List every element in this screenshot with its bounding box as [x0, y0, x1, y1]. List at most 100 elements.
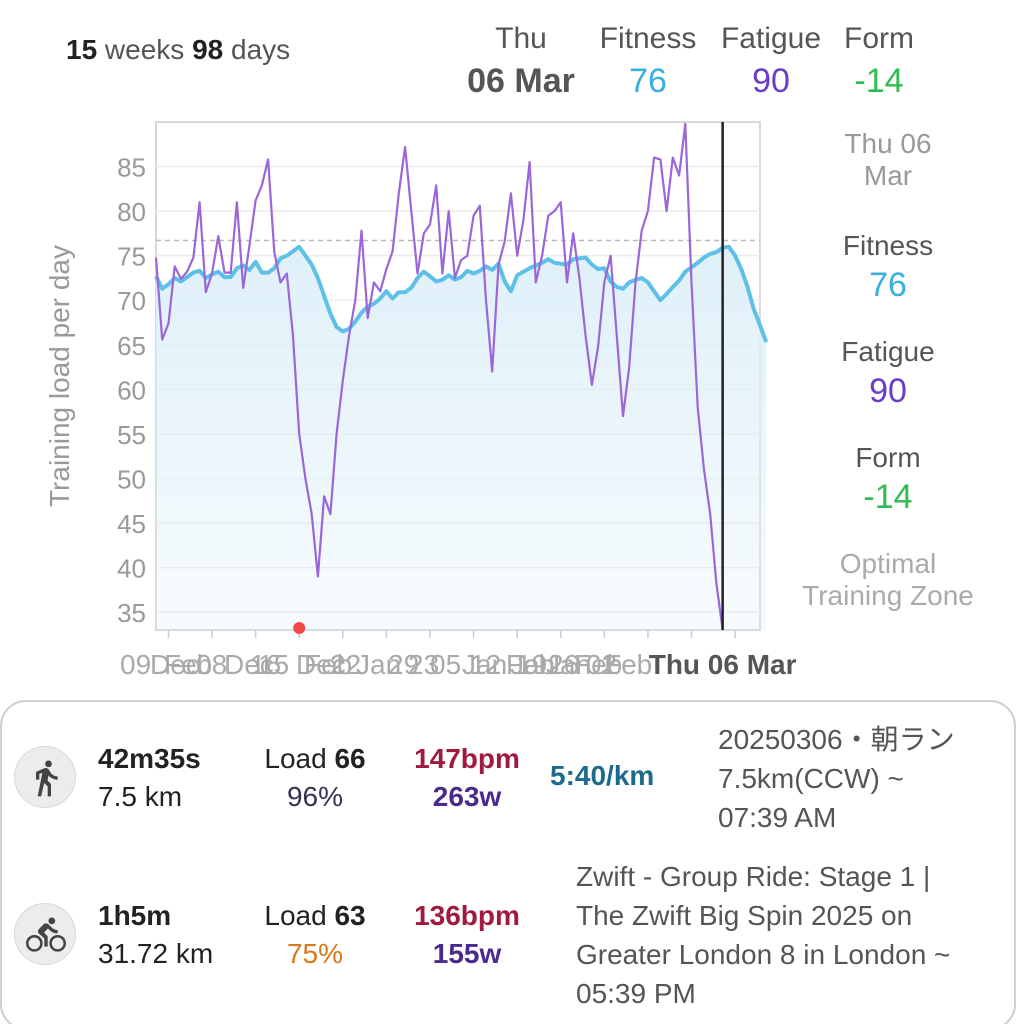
- range-weeks-number: 15: [66, 34, 98, 65]
- run-title-line2: 7.5km(CCW) ~: [718, 763, 904, 794]
- side-fatigue-label: Fatigue: [841, 336, 935, 367]
- x-tick-label: Dec: [224, 649, 274, 680]
- y-tick-label: 45: [117, 509, 146, 539]
- run-duration: 42m35s: [98, 743, 201, 774]
- run-pace: 5:40/km: [550, 760, 655, 791]
- x-tick-label: Jan: [462, 649, 507, 680]
- ride-power: 155w: [432, 938, 502, 969]
- header-fitness: Fitness 76: [596, 22, 700, 101]
- header-date-value: 06 Mar: [467, 62, 575, 100]
- side-fitness: Fitness 76: [780, 230, 996, 305]
- x-tick-label: Feb: [506, 649, 554, 680]
- activity-row-ride[interactable]: 1h5m 31.72 km Load 63 75% 136bpm 155w Zw…: [2, 861, 1018, 1009]
- ride-load-percent: 75%: [286, 938, 344, 969]
- ride-distance: 31.72 km: [98, 938, 214, 969]
- training-zone-label: Optimal Training Zone: [780, 548, 996, 612]
- run-title-line3: 07:39 AM: [718, 802, 837, 833]
- y-tick-label: 65: [117, 331, 146, 361]
- ride-heart-rate: 136bpm: [414, 900, 520, 931]
- running-icon: [14, 746, 76, 808]
- x-tick-label: Feb: [604, 649, 652, 680]
- header-fatigue-label: Fatigue: [720, 22, 822, 55]
- run-power: 263w: [432, 781, 502, 812]
- run-distance: 7.5 km: [98, 781, 183, 812]
- x-tick-label: 05: [430, 649, 461, 680]
- x-tick-label: 15: [258, 649, 289, 680]
- ride-title-line4: 05:39 PM: [576, 978, 696, 1009]
- activity-row-run[interactable]: 42m35s 7.5 km Load 66 96% 147bpm 263w 5:…: [2, 724, 1018, 850]
- side-date: Thu 06 Mar: [780, 128, 996, 192]
- ride-title-line2: The Zwift Big Spin 2025 on: [576, 900, 913, 931]
- y-tick-label: 85: [117, 153, 146, 183]
- header-date: Thu 06 Mar: [464, 22, 578, 101]
- ride-duration: 1h5m: [98, 900, 172, 931]
- fatigue-line: [154, 122, 724, 630]
- run-load: Load 66 96%: [252, 740, 378, 816]
- run-metrics: 147bpm 263w: [402, 740, 532, 816]
- side-fatigue-value: 90: [869, 372, 907, 410]
- y-tick-label: 60: [117, 375, 146, 405]
- x-tick-label: 29: [388, 649, 419, 680]
- side-date-line2: Mar: [863, 160, 913, 191]
- range-days-number: 98: [192, 34, 224, 65]
- x-tick-label: 22: [330, 649, 361, 680]
- date-range-summary[interactable]: 15 weeks 98 days: [66, 34, 290, 66]
- x-tick-label: Jan: [356, 649, 401, 680]
- side-date-line1: Thu 06: [844, 128, 932, 159]
- x-tick-label: Feb: [164, 649, 212, 680]
- header-fitness-label: Fitness: [599, 22, 697, 55]
- event-marker: [293, 622, 306, 634]
- x-tick-label: 26: [548, 649, 579, 680]
- y-tick-label: 50: [117, 464, 146, 494]
- run-load-percent: 96%: [286, 781, 344, 812]
- y-tick-label: 40: [117, 554, 146, 584]
- x-tick-label: Feb: [574, 649, 622, 680]
- y-tick-label: 35: [117, 598, 146, 628]
- run-load-label: Load: [264, 743, 335, 774]
- side-form-value: -14: [863, 478, 913, 516]
- x-tick-label: 12: [470, 649, 501, 680]
- ride-load-label: Load: [264, 900, 335, 931]
- zone-line1: Optimal: [839, 548, 937, 579]
- x-tick-label: 02: [586, 649, 617, 680]
- x-tick-label: Dec: [150, 649, 200, 680]
- ride-title-line3: Greater London 8 in London ~: [576, 939, 951, 970]
- side-form-label: Form: [855, 442, 921, 473]
- x-tick-label: 16: [250, 649, 281, 680]
- run-load-value: 66: [334, 743, 366, 774]
- ride-load: Load 63 75%: [252, 897, 378, 973]
- side-fatigue: Fatigue 90: [780, 336, 996, 411]
- x-tick-label: 23: [408, 649, 439, 680]
- ride-metrics: 136bpm 155w: [402, 897, 532, 973]
- ride-summary: 1h5m 31.72 km: [98, 897, 213, 973]
- x-tick-label: Feb: [304, 649, 352, 680]
- x-tick-label: 09: [120, 649, 151, 680]
- header-fitness-value: 76: [629, 62, 667, 100]
- header-date-weekday: Thu: [495, 22, 547, 55]
- ride-title-line1: Zwift - Group Ride: Stage 1 |: [576, 861, 931, 892]
- ride-title: Zwift - Group Ride: Stage 1 | The Zwift …: [576, 857, 950, 1013]
- header-form-value: -14: [854, 62, 904, 100]
- header-fatigue-value: 90: [752, 62, 790, 100]
- header-form: Form -14: [838, 22, 920, 101]
- fitness-line: [154, 244, 769, 343]
- header-form-label: Form: [844, 22, 914, 55]
- zone-line2: Training Zone: [802, 580, 974, 611]
- run-heart-rate: 147bpm: [414, 743, 520, 774]
- x-tick-label: Jan: [546, 649, 591, 680]
- x-tick-label: Dec: [296, 649, 346, 680]
- y-tick-label: 80: [117, 197, 146, 227]
- ride-load-value: 63: [334, 900, 366, 931]
- fitness-area: [156, 246, 767, 631]
- activity-panel: 42m35s 7.5 km Load 66 96% 147bpm 263w 5:…: [0, 700, 1016, 1024]
- run-summary: 42m35s 7.5 km: [98, 740, 201, 816]
- y-tick-label: 55: [117, 420, 146, 450]
- y-tick-label: 75: [117, 242, 146, 272]
- cursor-date-label: Thu 06 Mar: [649, 649, 797, 680]
- run-title: 20250306・朝ラン 7.5km(CCW) ~ 07:39 AM: [718, 720, 955, 837]
- range-days-unit: days: [223, 34, 291, 65]
- run-title-line1: 20250306・朝ラン: [718, 724, 955, 755]
- y-tick-label: 70: [117, 286, 146, 316]
